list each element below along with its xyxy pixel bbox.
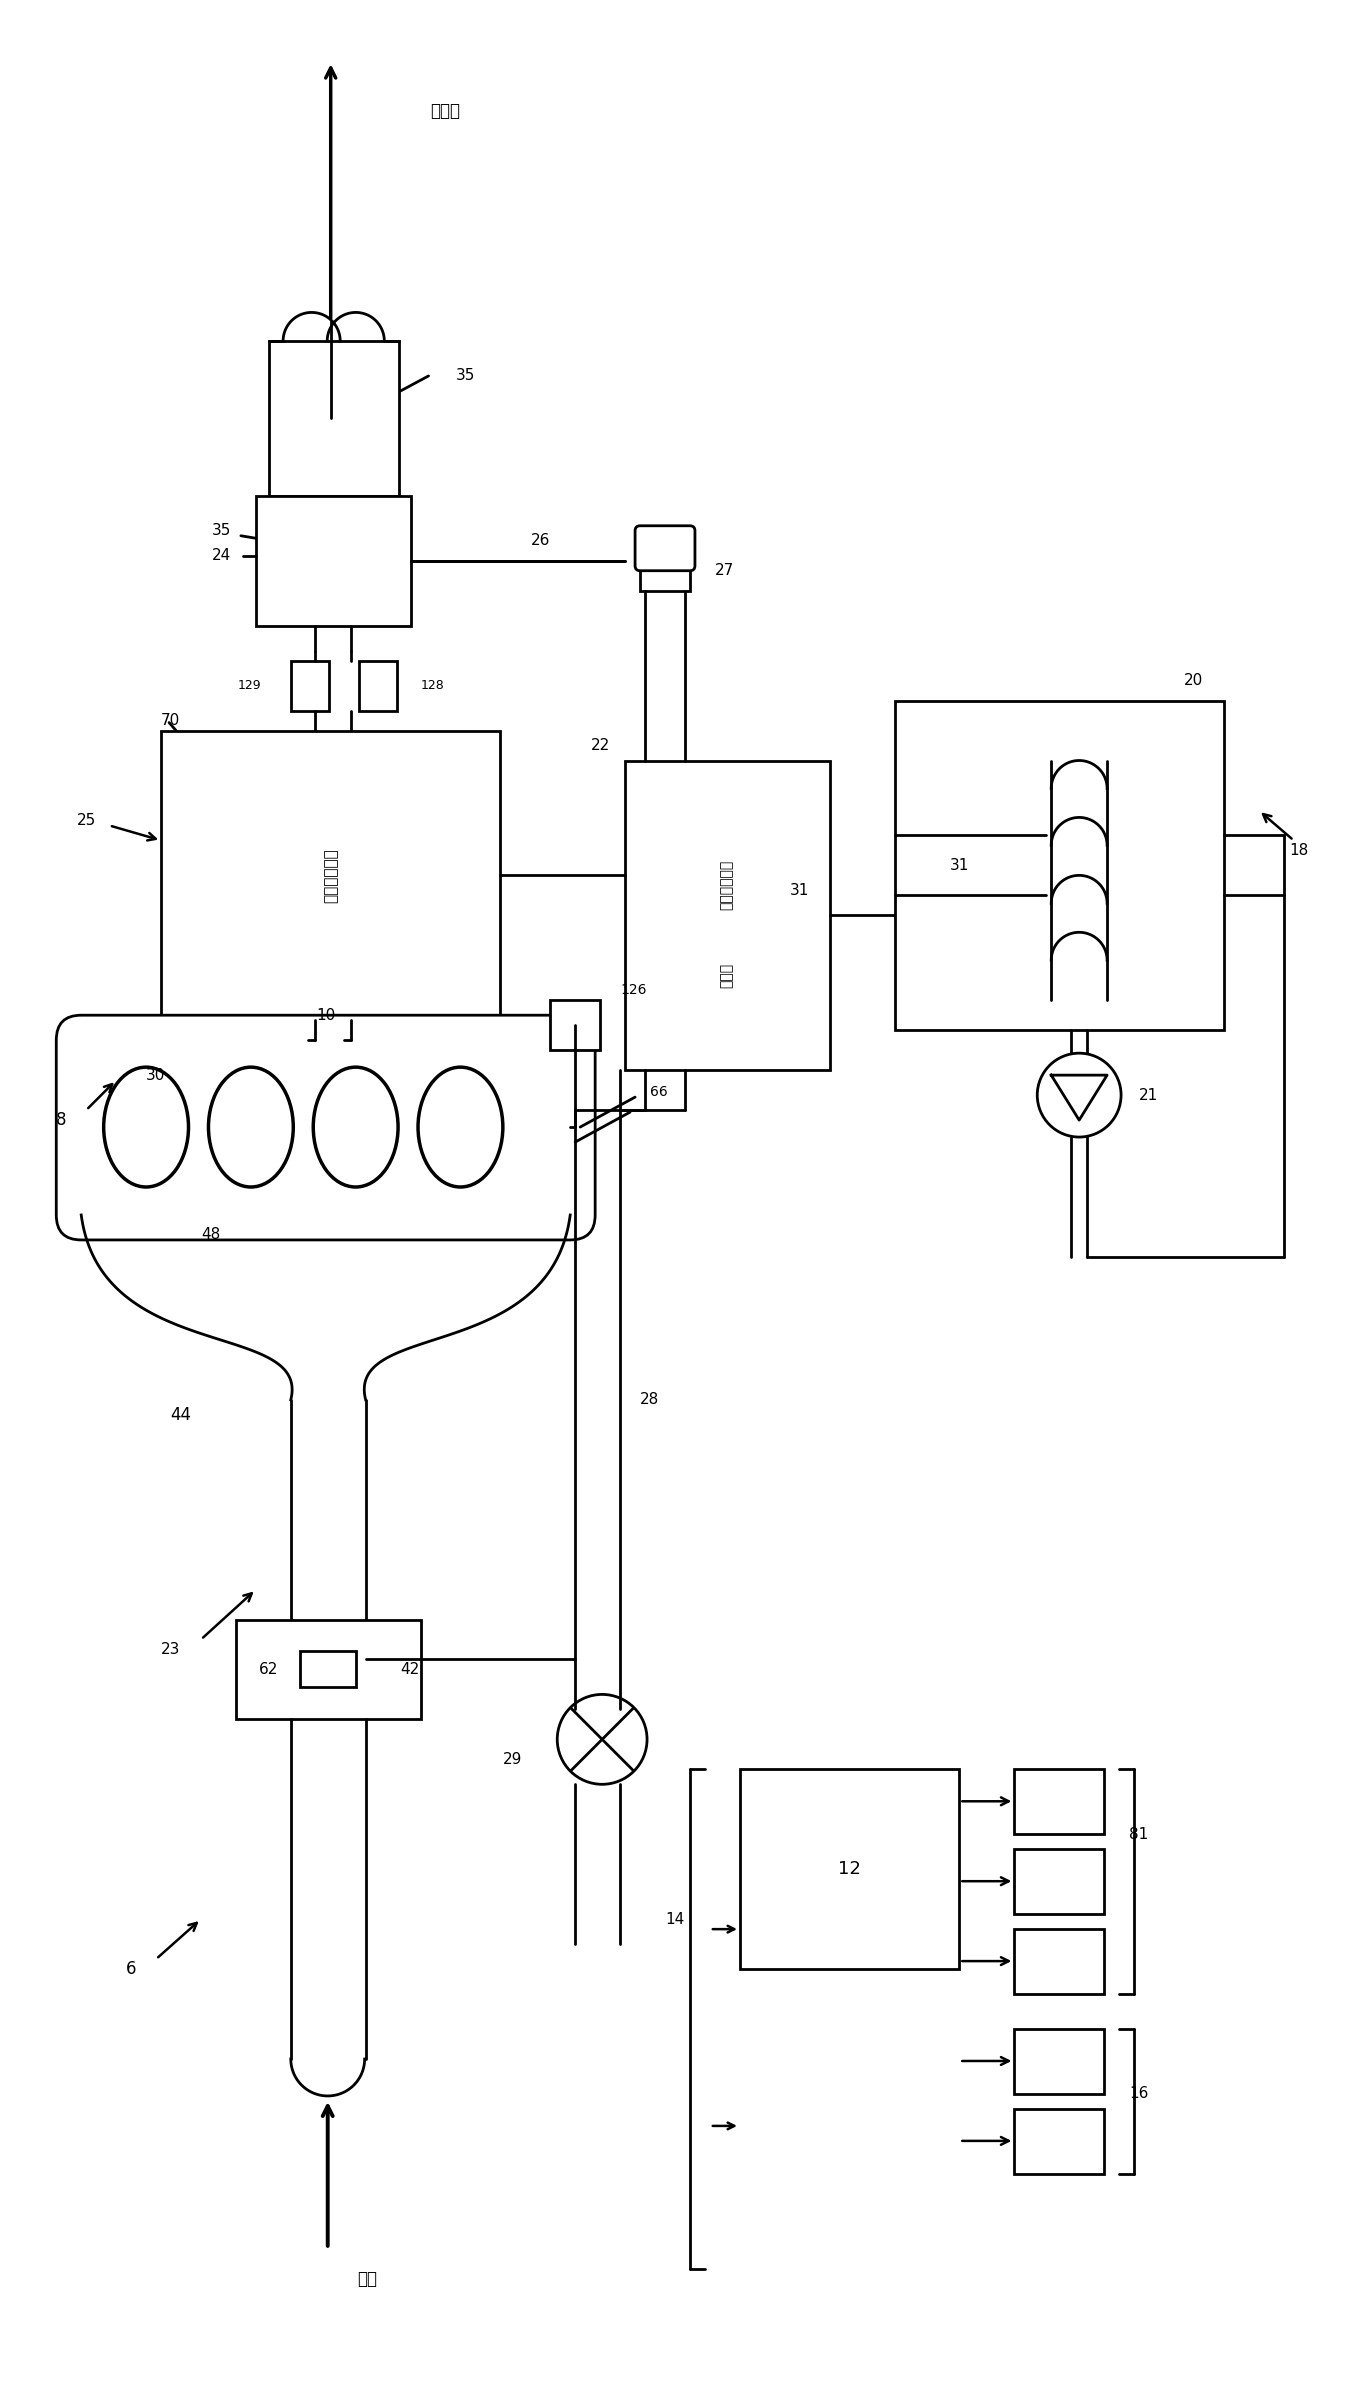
Bar xyxy=(895,701,1224,1030)
Text: 12: 12 xyxy=(838,1860,861,1879)
Bar xyxy=(359,660,396,710)
Bar xyxy=(1014,2029,1104,2093)
Text: 24: 24 xyxy=(212,548,231,563)
Text: 31: 31 xyxy=(790,882,809,899)
Text: 81: 81 xyxy=(1130,1826,1148,1843)
Text: 10: 10 xyxy=(315,1008,336,1023)
Text: 排放控制装置: 排放控制装置 xyxy=(324,849,338,904)
Bar xyxy=(160,730,500,1020)
Text: 18: 18 xyxy=(1289,844,1309,858)
Bar xyxy=(236,1619,421,1719)
Bar xyxy=(550,1001,600,1051)
Text: 碳氢化合物保: 碳氢化合物保 xyxy=(720,861,733,911)
Bar xyxy=(740,1769,960,1969)
Bar xyxy=(256,496,411,625)
FancyBboxPatch shape xyxy=(635,527,696,570)
Text: 44: 44 xyxy=(170,1407,191,1423)
Bar xyxy=(625,760,829,1070)
Bar xyxy=(299,1652,356,1688)
Text: 6: 6 xyxy=(125,1960,136,1979)
Text: 35: 35 xyxy=(212,522,231,539)
Text: 28: 28 xyxy=(640,1392,659,1407)
Text: 126: 126 xyxy=(620,982,647,997)
Text: 29: 29 xyxy=(503,1752,522,1767)
Text: 27: 27 xyxy=(714,563,735,579)
Text: 21: 21 xyxy=(1139,1087,1158,1104)
Text: 至大气: 至大气 xyxy=(430,103,461,119)
Text: 35: 35 xyxy=(456,370,474,384)
Bar xyxy=(1014,2110,1104,2174)
Text: 25: 25 xyxy=(77,813,96,827)
Text: 进气: 进气 xyxy=(357,2270,377,2289)
Text: 26: 26 xyxy=(531,534,550,548)
Text: 128: 128 xyxy=(421,679,445,691)
Text: 23: 23 xyxy=(162,1643,181,1657)
Bar xyxy=(291,660,329,710)
Text: 42: 42 xyxy=(400,1662,419,1676)
Text: 8: 8 xyxy=(57,1111,66,1130)
Bar xyxy=(268,341,399,496)
FancyBboxPatch shape xyxy=(57,1016,596,1240)
Text: 持系统: 持系统 xyxy=(720,963,733,987)
Text: 62: 62 xyxy=(259,1662,278,1676)
Bar xyxy=(640,560,690,591)
Text: 22: 22 xyxy=(590,739,611,753)
Bar xyxy=(1014,1850,1104,1914)
Text: 20: 20 xyxy=(1185,672,1204,689)
Text: 14: 14 xyxy=(666,1912,685,1926)
Text: 48: 48 xyxy=(201,1228,221,1242)
Text: 31: 31 xyxy=(950,858,969,873)
Text: 30: 30 xyxy=(146,1068,166,1082)
Text: 16: 16 xyxy=(1130,2086,1148,2100)
Text: 129: 129 xyxy=(237,679,262,691)
Bar xyxy=(1014,1929,1104,1993)
Text: 70: 70 xyxy=(160,713,181,727)
Bar xyxy=(1014,1769,1104,1833)
Text: 66: 66 xyxy=(650,1085,667,1099)
